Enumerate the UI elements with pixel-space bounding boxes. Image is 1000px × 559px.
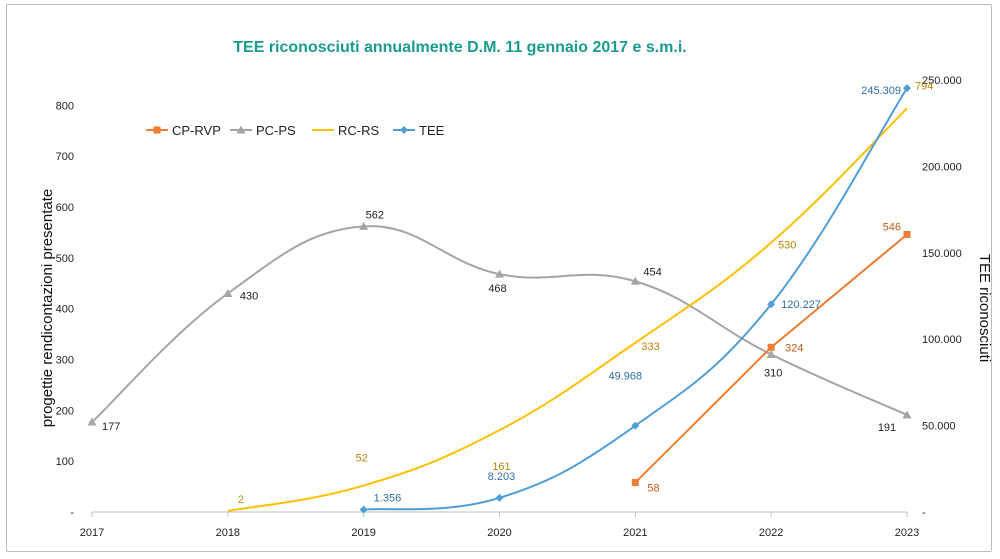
x-tick-label: 2023 [895, 527, 919, 539]
y-left-tick-label: 100 [56, 456, 74, 468]
series-layer [87, 84, 912, 514]
data-label-tee: 120.227 [781, 299, 821, 311]
x-tick-label: 2021 [623, 527, 647, 539]
y-left-tick-label: 700 [56, 151, 74, 163]
legend-label-rc-rs: RC-RS [338, 123, 379, 138]
series-line-tee [363, 87, 908, 511]
data-label-tee: 1.356 [374, 493, 402, 505]
y-left-tick-label: 600 [56, 202, 74, 214]
data-label-tee: 49.968 [609, 371, 643, 383]
legend-marker-pc-ps [236, 125, 246, 134]
series-line-rc-rs [227, 107, 908, 512]
y-left-tick-label: 500 [56, 253, 74, 265]
legend-marker-cp-rvp [153, 126, 161, 134]
data-point-pc-ps [359, 221, 369, 230]
x-tick-label: 2018 [216, 527, 240, 539]
y-right-tick-label: 200.000 [922, 161, 962, 173]
data-point-pc-ps [87, 417, 97, 426]
left-axis-title: progettie rendicontazioni presentate [39, 189, 56, 428]
data-point-cp-rvp [903, 231, 911, 239]
data-label-cp-rvp: 546 [883, 222, 901, 234]
legend-marker-tee [400, 126, 408, 134]
y-left-tick-label: 800 [56, 100, 74, 112]
data-label-rc-rs: 794 [915, 80, 933, 92]
data-label-rc-rs: 530 [778, 240, 796, 252]
data-label-rc-rs: 161 [492, 461, 510, 473]
x-tick-label: 2019 [351, 527, 375, 539]
series-line-pc-ps [91, 225, 908, 423]
y-right-tick-label: - [922, 507, 926, 519]
data-label-pc-ps: 562 [366, 209, 384, 221]
data-point-pc-ps [766, 349, 776, 358]
data-label-pc-ps: 430 [240, 290, 258, 302]
data-label-pc-ps: 177 [102, 421, 120, 433]
y-left-tick-label: 200 [56, 405, 74, 417]
chart-frame [6, 4, 992, 552]
data-point-pc-ps [902, 410, 912, 419]
data-label-cp-rvp: 324 [785, 342, 803, 354]
y-left-tick-label: - [70, 507, 74, 519]
legend-label-cp-rvp: CP-RVP [172, 123, 221, 138]
x-tick-label: 2022 [759, 527, 783, 539]
x-tick-label: 2017 [80, 527, 104, 539]
y-right-tick-label: 250.000 [922, 75, 962, 87]
data-point-cp-rvp [631, 479, 639, 487]
data-point-pc-ps [223, 288, 233, 297]
data-point-tee [495, 493, 504, 502]
y-right-tick-label: 150.000 [922, 248, 962, 260]
legend: CP-RVP PC-PS RC-RS TEE [146, 123, 445, 138]
data-label-rc-rs: 333 [641, 341, 659, 353]
data-point-tee [631, 421, 640, 430]
data-labels-layer: 177 430 562 468 454 310 191 2 52 161 333 530 794 1.35… [102, 80, 933, 506]
y-right-tick-label: 100.000 [922, 334, 962, 346]
data-label-pc-ps: 468 [488, 283, 506, 295]
y-right-tick-label: 50.000 [922, 421, 956, 433]
data-point-pc-ps [630, 276, 640, 285]
legend-label-tee: TEE [419, 123, 445, 138]
right-axis-title: TEE riconosciuti [976, 254, 993, 362]
data-point-tee [903, 84, 911, 93]
y-left-tick-label: 400 [56, 304, 74, 316]
axes-layer: 2017 2018 2019 2020 2021 2022 2023-10020030040… [56, 75, 962, 539]
data-label-cp-rvp: 58 [647, 483, 659, 495]
data-label-pc-ps: 454 [643, 266, 661, 278]
data-label-tee: 8.203 [488, 471, 516, 483]
legend-label-pc-ps: PC-PS [256, 123, 296, 138]
data-point-tee [767, 300, 776, 309]
data-point-cp-rvp [767, 343, 775, 351]
chart-title: TEE riconosciuti annualmente D.M. 11 gen… [233, 39, 686, 56]
y-left-tick-label: 300 [56, 355, 74, 367]
data-label-rc-rs: 52 [356, 453, 368, 465]
data-point-pc-ps [495, 269, 504, 278]
data-label-tee: 245.309 [861, 85, 901, 97]
data-label-rc-rs: 2 [238, 494, 244, 506]
series-line-cp-rvp [634, 233, 908, 484]
data-point-tee [359, 505, 368, 514]
data-label-pc-ps: 310 [764, 367, 782, 379]
x-tick-label: 2020 [487, 527, 511, 539]
data-label-pc-ps: 191 [878, 422, 896, 434]
